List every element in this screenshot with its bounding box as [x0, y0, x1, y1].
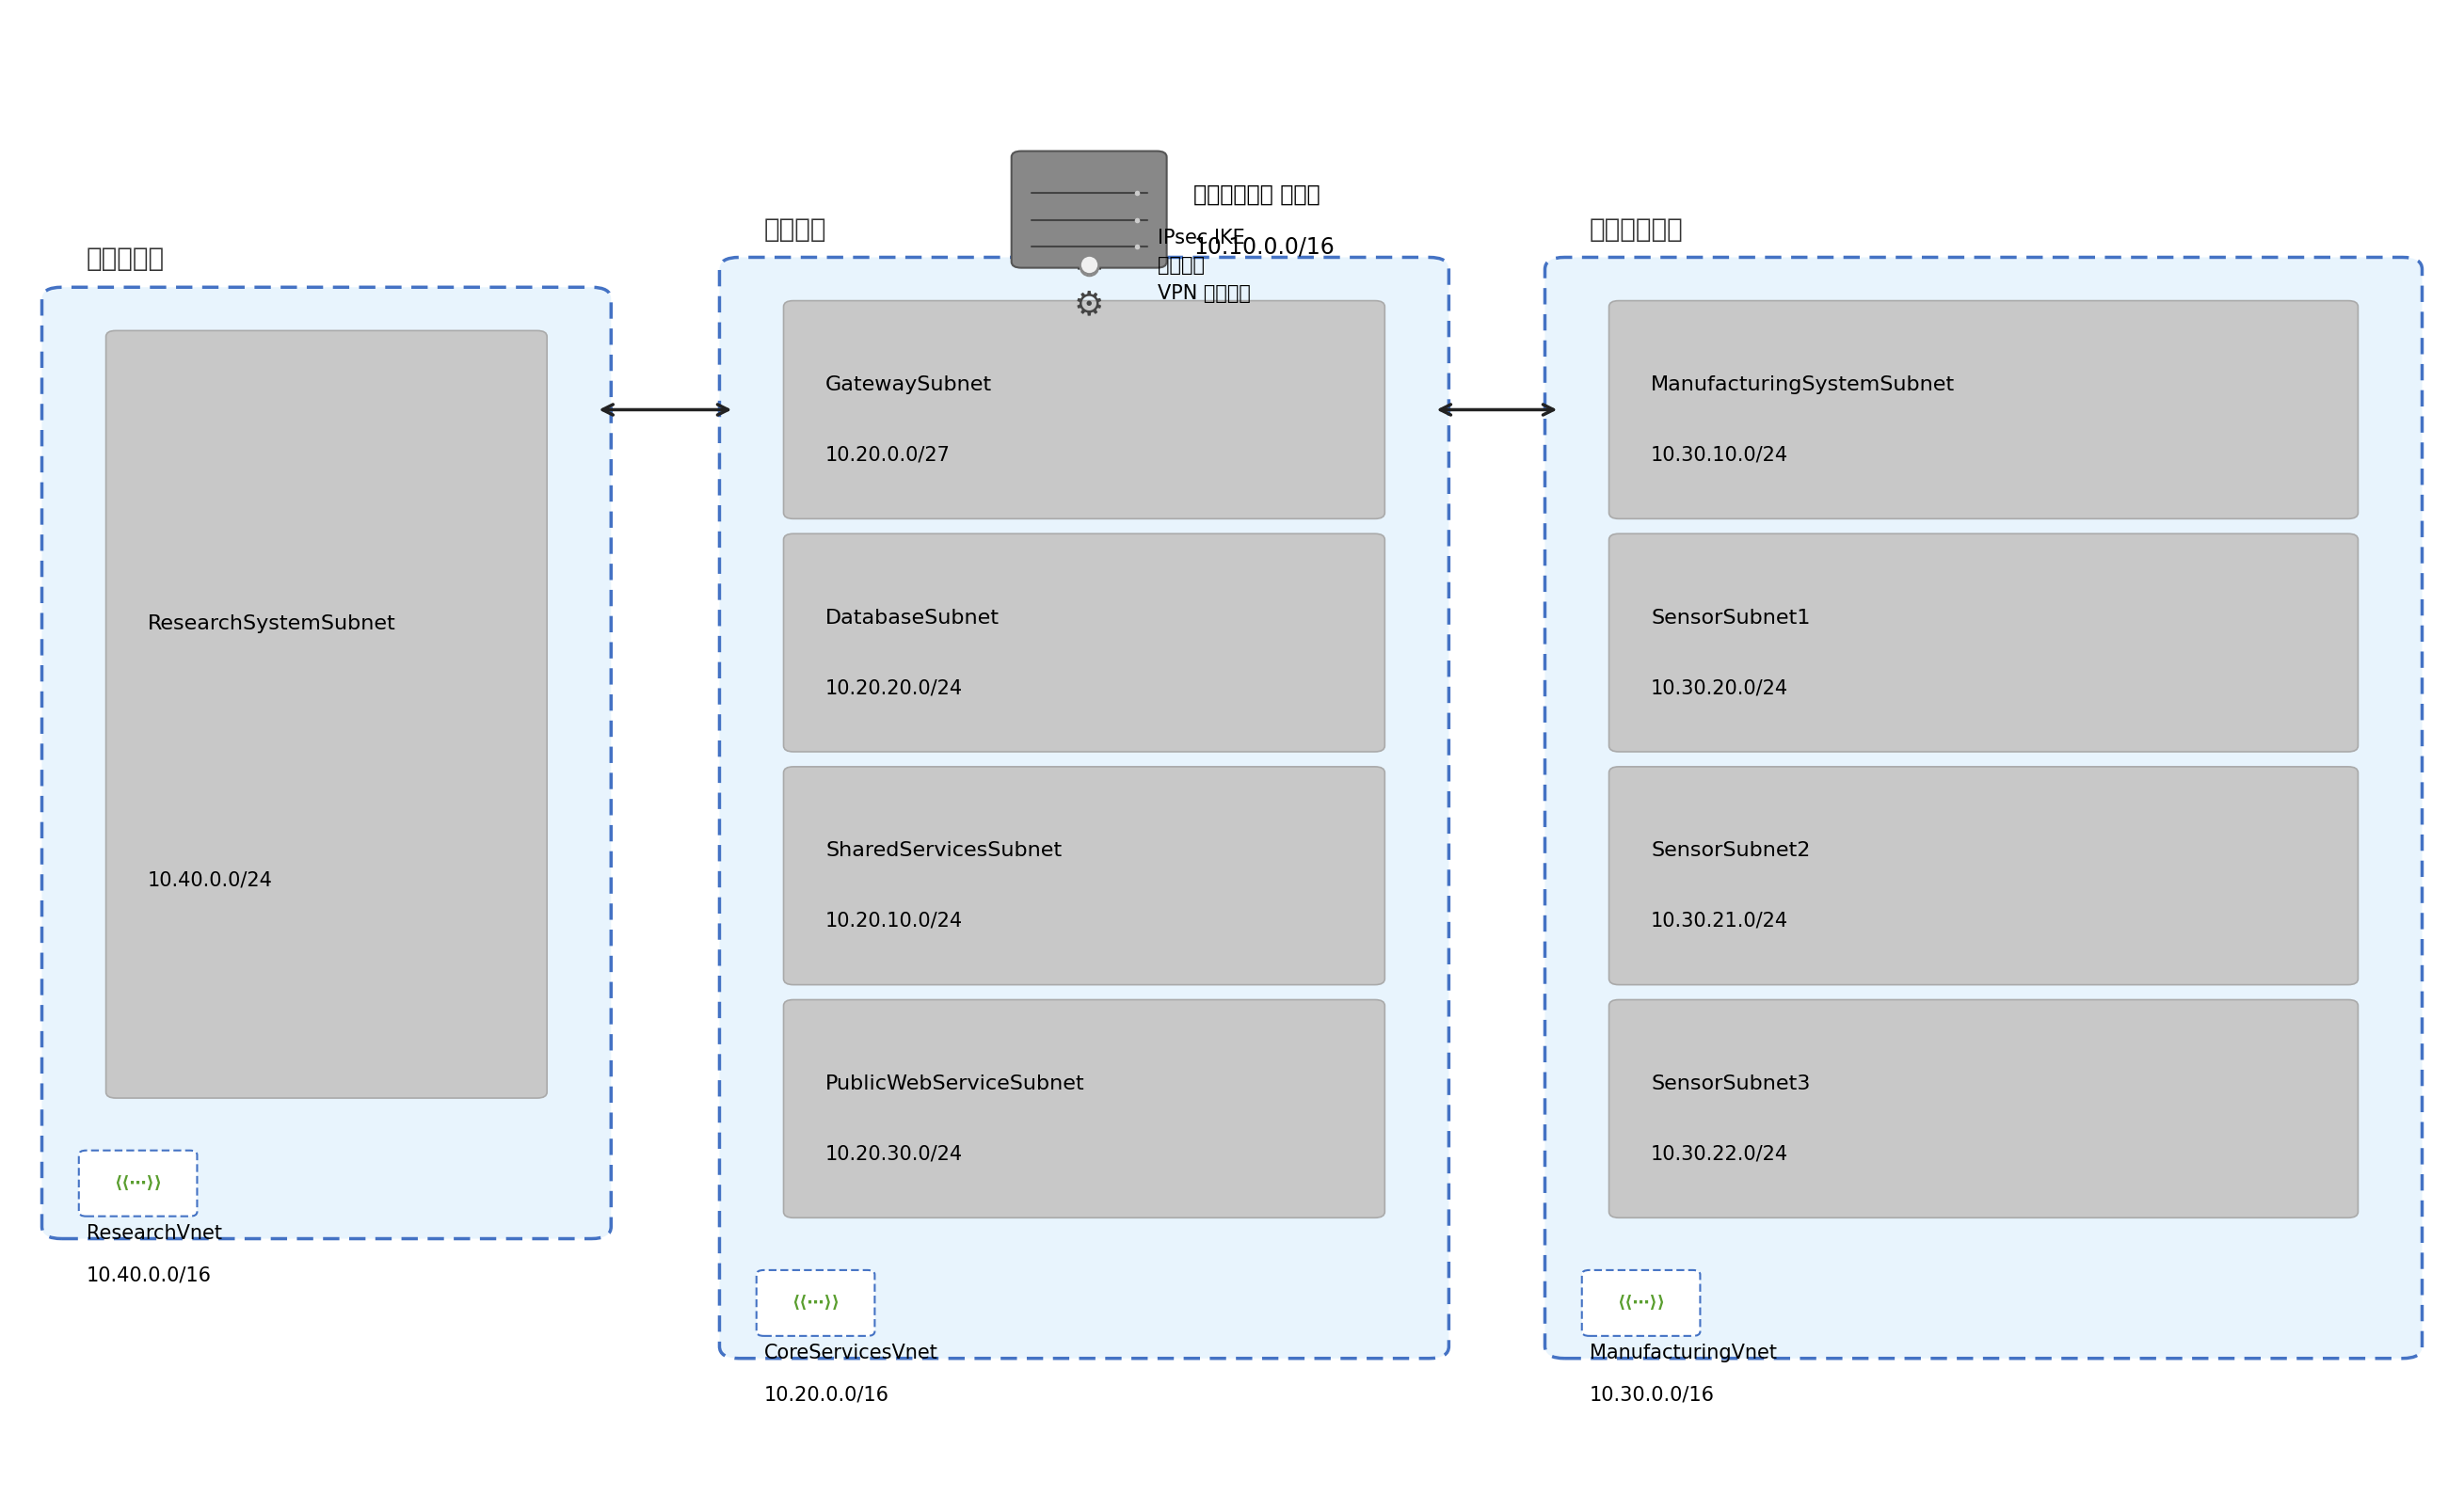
Text: ⟨⟨⋯⟩⟩: ⟨⟨⋯⟩⟩	[113, 1174, 163, 1192]
Text: ⟨⟨⋯⟩⟩: ⟨⟨⋯⟩⟩	[791, 1294, 840, 1312]
Text: IPsec IKE
サイト間
VPN トンネル: IPsec IKE サイト間 VPN トンネル	[1158, 229, 1252, 302]
Text: 10.30.20.0/24: 10.30.20.0/24	[1651, 679, 1789, 697]
Text: ⚙: ⚙	[1074, 289, 1104, 320]
Text: 10.20.10.0/24: 10.20.10.0/24	[825, 911, 963, 931]
FancyBboxPatch shape	[1609, 534, 2358, 752]
Text: 10.30.10.0/24: 10.30.10.0/24	[1651, 446, 1789, 464]
Text: ⟨⟨⋯⟩⟩: ⟨⟨⋯⟩⟩	[1616, 1294, 1666, 1312]
FancyBboxPatch shape	[42, 287, 611, 1239]
FancyBboxPatch shape	[1609, 301, 2358, 519]
Text: 米国東部: 米国東部	[764, 215, 825, 242]
Text: ManufacturingVnet: ManufacturingVnet	[1589, 1343, 1777, 1363]
Text: SensorSubnet1: SensorSubnet1	[1651, 609, 1811, 627]
Text: 10.40.0.0/24: 10.40.0.0/24	[148, 871, 274, 890]
Text: ResearchVnet: ResearchVnet	[86, 1224, 222, 1243]
Text: 西ヨーロッパ: 西ヨーロッパ	[1589, 215, 1683, 242]
FancyBboxPatch shape	[784, 534, 1385, 752]
Text: CoreServicesVnet: CoreServicesVnet	[764, 1343, 939, 1363]
Text: PublicWebServiceSubnet: PublicWebServiceSubnet	[825, 1074, 1084, 1094]
Text: 10.20.0.0/16: 10.20.0.0/16	[764, 1385, 890, 1405]
Text: 10.30.0.0/16: 10.30.0.0/16	[1589, 1385, 1715, 1405]
Text: SensorSubnet3: SensorSubnet3	[1651, 1074, 1811, 1094]
FancyBboxPatch shape	[1609, 767, 2358, 984]
Text: 東南アジア: 東南アジア	[86, 245, 165, 272]
Text: 10.20.20.0/24: 10.20.20.0/24	[825, 679, 963, 697]
Text: ResearchSystemSubnet: ResearchSystemSubnet	[148, 615, 397, 633]
FancyBboxPatch shape	[756, 1270, 875, 1336]
Text: 10.20.0.0/27: 10.20.0.0/27	[825, 446, 951, 464]
Text: 10.30.22.0/24: 10.30.22.0/24	[1651, 1144, 1789, 1164]
FancyBboxPatch shape	[784, 767, 1385, 984]
Text: 10.40.0.0/16: 10.40.0.0/16	[86, 1266, 212, 1285]
FancyBboxPatch shape	[1582, 1270, 1700, 1336]
Text: DatabaseSubnet: DatabaseSubnet	[825, 609, 1000, 627]
Text: 10.10.0.0/16: 10.10.0.0/16	[1193, 235, 1335, 259]
Text: オンプレミス サイト: オンプレミス サイト	[1193, 183, 1321, 206]
FancyBboxPatch shape	[1545, 257, 2422, 1358]
Text: 10.30.21.0/24: 10.30.21.0/24	[1651, 911, 1789, 931]
Text: ManufacturingSystemSubnet: ManufacturingSystemSubnet	[1651, 375, 1954, 395]
Text: SharedServicesSubnet: SharedServicesSubnet	[825, 842, 1062, 860]
FancyBboxPatch shape	[106, 331, 547, 1098]
FancyBboxPatch shape	[719, 257, 1449, 1358]
FancyBboxPatch shape	[784, 999, 1385, 1218]
FancyBboxPatch shape	[1010, 151, 1168, 268]
Text: 10.20.30.0/24: 10.20.30.0/24	[825, 1144, 963, 1164]
Text: SensorSubnet2: SensorSubnet2	[1651, 842, 1811, 860]
FancyBboxPatch shape	[79, 1150, 197, 1216]
FancyBboxPatch shape	[1609, 999, 2358, 1218]
Text: GatewaySubnet: GatewaySubnet	[825, 375, 993, 395]
FancyBboxPatch shape	[784, 301, 1385, 519]
